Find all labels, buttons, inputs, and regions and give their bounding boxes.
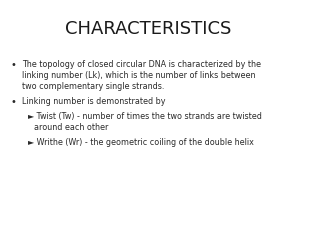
Text: ► Writhe (Wr) - the geometric coiling of the double helix: ► Writhe (Wr) - the geometric coiling of… — [28, 138, 254, 147]
Text: Linking number is demonstrated by: Linking number is demonstrated by — [22, 97, 165, 106]
Text: ► Twist (Tw) - number of times the two strands are twisted: ► Twist (Tw) - number of times the two s… — [28, 112, 262, 121]
Text: around each other: around each other — [34, 123, 108, 132]
Text: The topology of closed circular DNA is characterized by the: The topology of closed circular DNA is c… — [22, 60, 261, 69]
Text: CHARACTERISTICS: CHARACTERISTICS — [65, 20, 231, 38]
Text: •: • — [10, 60, 16, 70]
Text: linking number (Lk), which is the number of links between: linking number (Lk), which is the number… — [22, 71, 255, 80]
Text: •: • — [10, 97, 16, 107]
Text: two complementary single strands.: two complementary single strands. — [22, 82, 164, 91]
